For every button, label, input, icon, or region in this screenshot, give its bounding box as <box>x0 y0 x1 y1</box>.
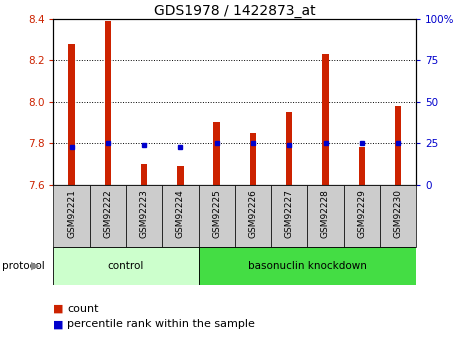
Bar <box>53 185 90 247</box>
Bar <box>235 185 271 247</box>
Bar <box>322 54 329 185</box>
Text: GSM92230: GSM92230 <box>393 189 403 238</box>
Text: GSM92227: GSM92227 <box>285 189 294 238</box>
Bar <box>199 185 235 247</box>
Bar <box>177 166 184 185</box>
Bar <box>286 112 292 185</box>
Text: count: count <box>67 304 99 314</box>
Text: GSM92226: GSM92226 <box>248 189 258 238</box>
Bar <box>53 247 199 285</box>
Text: basonuclin knockdown: basonuclin knockdown <box>248 261 367 270</box>
Bar <box>68 44 75 185</box>
Text: GSM92223: GSM92223 <box>140 189 149 238</box>
Title: GDS1978 / 1422873_at: GDS1978 / 1422873_at <box>154 4 316 18</box>
Bar <box>395 106 401 185</box>
Bar <box>307 185 344 247</box>
Bar <box>199 247 416 285</box>
Bar <box>213 122 220 185</box>
Bar <box>271 185 307 247</box>
Bar <box>105 21 111 185</box>
Text: control: control <box>108 261 144 270</box>
Text: GSM92228: GSM92228 <box>321 189 330 238</box>
Text: ■: ■ <box>53 319 64 329</box>
Text: GSM92224: GSM92224 <box>176 189 185 238</box>
Bar <box>141 164 147 185</box>
Text: ▶: ▶ <box>31 261 39 270</box>
Bar <box>380 185 416 247</box>
Bar <box>126 185 162 247</box>
Bar <box>359 147 365 185</box>
Bar <box>250 133 256 185</box>
Text: percentile rank within the sample: percentile rank within the sample <box>67 319 255 329</box>
Bar <box>344 185 380 247</box>
Text: GSM92222: GSM92222 <box>103 189 113 238</box>
Bar <box>162 185 199 247</box>
Text: protocol: protocol <box>2 261 45 270</box>
Text: GSM92225: GSM92225 <box>212 189 221 238</box>
Text: GSM92221: GSM92221 <box>67 189 76 238</box>
Bar <box>90 185 126 247</box>
Text: ■: ■ <box>53 304 64 314</box>
Text: GSM92229: GSM92229 <box>357 189 366 238</box>
